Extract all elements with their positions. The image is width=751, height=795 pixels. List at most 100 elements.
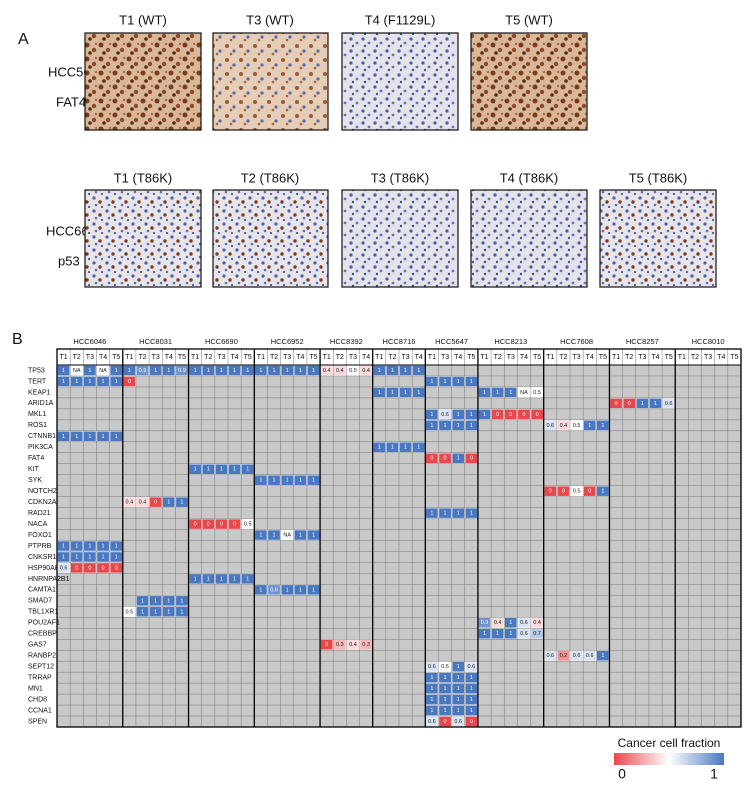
cell-value: 0.6 xyxy=(520,631,528,637)
heatmap-cell xyxy=(504,628,518,639)
tumor-label: T5 xyxy=(112,354,120,361)
gene-label: HNRNPA2B1 xyxy=(28,576,70,583)
cell-value: 1 xyxy=(207,368,210,374)
cell-value: 1 xyxy=(299,532,302,538)
cell-value: 1 xyxy=(115,379,118,385)
cell-value: 0.7 xyxy=(533,631,541,637)
cell-value: NA xyxy=(73,368,81,374)
cell-value: 1 xyxy=(457,686,460,692)
cell-value: 1 xyxy=(457,456,460,462)
heatmap-cell xyxy=(346,639,360,650)
cell-value: 1 xyxy=(404,390,407,396)
cell-value: 0.5 xyxy=(244,522,252,528)
tumor-label: T3 xyxy=(152,354,160,361)
cell-value: 1 xyxy=(601,489,604,495)
cell-value: 1 xyxy=(457,664,460,670)
cell-value: 1 xyxy=(194,368,197,374)
group-label: HCC6952 xyxy=(271,337,304,346)
heatmap-cell xyxy=(96,551,110,563)
heatmap-cell xyxy=(70,431,84,442)
cell-value: 1 xyxy=(246,368,249,374)
cell-value: 1 xyxy=(62,434,65,440)
cell-value: 0.5 xyxy=(533,390,541,396)
heatmap-cell xyxy=(451,661,465,672)
gene-label: ARID1A xyxy=(28,400,54,407)
gene-label: CDKN2A xyxy=(28,499,57,506)
cell-value: 1 xyxy=(417,445,420,451)
group-label: HCC8716 xyxy=(383,337,416,346)
cell-value: 0 xyxy=(470,456,473,462)
panel-label: A xyxy=(18,31,29,48)
ihc-image xyxy=(84,189,202,288)
heatmap-cell xyxy=(162,606,176,618)
cell-value: 0 xyxy=(220,522,223,528)
gene-label: TERT xyxy=(28,378,47,385)
cell-value: 0 xyxy=(102,565,105,571)
tumor-label: T4 xyxy=(230,354,238,361)
cell-value: 1 xyxy=(180,500,183,506)
ihc-image xyxy=(470,32,588,131)
heatmap-cell xyxy=(583,420,597,431)
cell-value: 1 xyxy=(457,412,460,418)
heatmap-cell xyxy=(96,431,110,442)
cell-value: 1 xyxy=(404,445,407,451)
cell-value: 0.5 xyxy=(126,609,134,615)
cell-value: 1 xyxy=(430,412,433,418)
heatmap-cell xyxy=(399,442,412,453)
gene-label: MN1 xyxy=(28,685,43,692)
cell-value: 1 xyxy=(430,708,433,714)
heatmap-cell xyxy=(451,694,465,705)
cell-value: 1 xyxy=(457,697,460,703)
heatmap-cell xyxy=(649,398,662,409)
cell-value: 1 xyxy=(312,587,315,593)
cell-value: 0.6 xyxy=(441,412,449,418)
cell-value: 1 xyxy=(601,423,604,429)
cell-value: 1 xyxy=(154,598,157,604)
heatmap-cell xyxy=(228,464,241,475)
tumor-label: T1 xyxy=(191,354,199,361)
cell-value: 1 xyxy=(102,379,105,385)
cell-value: 1 xyxy=(404,368,407,374)
cell-value: 1 xyxy=(115,554,118,560)
heatmap-cell xyxy=(70,540,84,552)
cell-value: 0.4 xyxy=(323,368,331,374)
cell-value: 0.6 xyxy=(60,565,68,571)
heatmap-cell xyxy=(70,376,84,387)
cell-value: 1 xyxy=(299,368,302,374)
cell-value: 0.9 xyxy=(139,368,147,374)
heatmap-cell xyxy=(83,376,97,387)
cell-value: 1 xyxy=(444,379,447,385)
image-title: T4 (T86K) xyxy=(500,170,559,185)
gene-label: TP53 xyxy=(28,367,45,374)
heatmap-cell xyxy=(583,485,597,497)
cell-value: 0 xyxy=(588,489,591,495)
cell-value: 0.3 xyxy=(362,642,370,648)
heatmap-cell xyxy=(451,376,465,387)
tumor-label: T3 xyxy=(217,354,225,361)
cell-value: 1 xyxy=(259,587,262,593)
cell-value: 1 xyxy=(115,434,118,440)
cell-value: 1 xyxy=(444,675,447,681)
cell-value: 1 xyxy=(417,368,420,374)
gene-label: ROS1 xyxy=(28,422,47,429)
cell-value: 1 xyxy=(312,368,315,374)
cell-value: 1 xyxy=(430,697,433,703)
cell-value: 1 xyxy=(496,631,499,637)
image-title: T1 (WT) xyxy=(119,12,167,27)
cell-value: 0.4 xyxy=(349,642,357,648)
cell-value: 1 xyxy=(102,554,105,560)
cell-value: 1 xyxy=(273,478,276,484)
cell-value: 1 xyxy=(299,587,302,593)
cell-value: 0 xyxy=(233,522,236,528)
cell-value: 1 xyxy=(233,576,236,582)
gene-label: FAT4 xyxy=(28,455,44,462)
heatmap-cell xyxy=(149,496,162,508)
group-label: HCC6690 xyxy=(205,337,238,346)
cell-value: 0.2 xyxy=(560,653,568,659)
colorbar-max: 1 xyxy=(710,766,718,782)
gene-label: SPEN xyxy=(28,718,47,725)
cell-value: 1 xyxy=(286,478,289,484)
heatmap-cell xyxy=(201,518,215,530)
ihc-images xyxy=(84,32,717,288)
